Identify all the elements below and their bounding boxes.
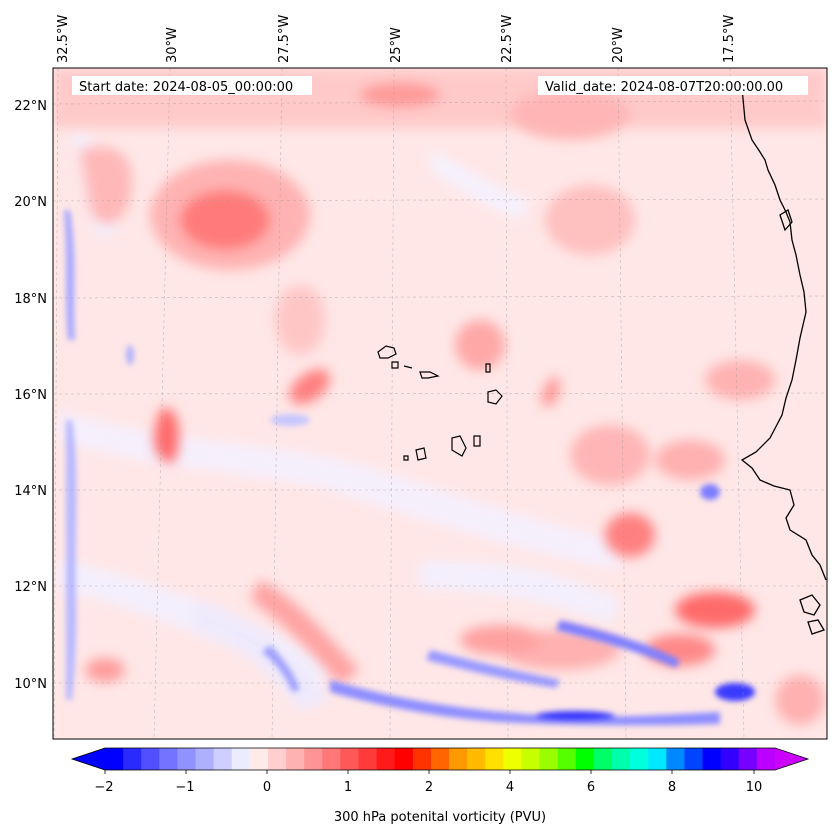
cb-tick-label: 8 (668, 780, 676, 795)
lon-label-30w: 30°W (165, 27, 180, 63)
colorbar-title: 300 hPa potenital vorticity (PVU) (334, 810, 546, 825)
colorbar-segment (702, 748, 722, 770)
lon-label-32-5w: 32.5°W (56, 15, 71, 63)
colorbar-segment (141, 748, 160, 770)
colorbar-segments (105, 748, 776, 770)
colorbar-segment (412, 748, 432, 770)
cape-verde-islands (377, 345, 503, 461)
colorbar-segment (105, 748, 124, 770)
colorbar-segment (322, 748, 341, 770)
colorbar-segment (249, 748, 269, 770)
pv-low-regions (60, 130, 620, 710)
colorbar-segment (358, 748, 378, 770)
colorbar-segment (159, 748, 178, 770)
colorbar-segment (340, 748, 360, 770)
colorbar-segment (557, 748, 577, 770)
colorbar-segment (720, 748, 740, 770)
lat-label-12n: 12°N (14, 580, 47, 595)
lat-label-14n: 14°N (14, 484, 47, 499)
colorbar-extend-low (72, 748, 105, 770)
colorbar-segment (394, 748, 414, 770)
colorbar-segment (593, 748, 613, 770)
colorbar-segment (575, 748, 595, 770)
colorbar-segment (123, 748, 142, 770)
map-frame (52, 67, 828, 740)
map-gridlines (53, 68, 827, 739)
colorbar-segment (684, 748, 704, 770)
lon-label-22-5w: 22.5°W (500, 15, 515, 63)
longitude-labels: 32.5°W 30°W 27.5°W 25°W 22.5°W 20°W 17.5… (56, 15, 737, 63)
start-date-text: Start date: 2024-08-05_00:00:00 (79, 80, 293, 95)
lon-label-17-5w: 17.5°W (722, 15, 737, 63)
cb-tick-label: 10 (746, 780, 763, 795)
lat-label-16n: 16°N (14, 388, 47, 403)
colorbar-segment (666, 748, 685, 770)
colorbar-extend-high (775, 748, 808, 770)
lat-label-22n: 22°N (14, 99, 47, 114)
colorbar: −2 −1 0 1 2 4 6 8 10 300 hPa potenital v… (70, 747, 810, 825)
colorbar-ticks (104, 770, 755, 774)
start-date-box (72, 76, 312, 95)
colorbar-segment (612, 748, 631, 770)
colorbar-segment (539, 748, 559, 770)
cb-tick-label: 4 (506, 780, 514, 795)
colorbar-segment (267, 748, 287, 770)
colorbar-segment (376, 748, 396, 770)
cb-tick-label: −2 (94, 780, 113, 795)
colorbar-segment (630, 748, 649, 770)
colorbar-segment (286, 748, 305, 770)
pv-negative-streaks (64, 210, 755, 726)
cb-tick-label: 1 (344, 780, 352, 795)
lat-label-20n: 20°N (14, 195, 47, 210)
latitude-labels: 22°N 20°N 18°N 16°N 14°N 12°N 10°N (14, 99, 47, 692)
cb-tick-label: 0 (263, 780, 271, 795)
colorbar-segment (756, 748, 776, 770)
lat-label-10n: 10°N (14, 677, 47, 692)
colorbar-segment (231, 748, 251, 770)
valid-date-box (538, 76, 808, 95)
colorbar-segment (449, 748, 468, 770)
colorbar-segment (213, 748, 233, 770)
lat-label-18n: 18°N (14, 292, 47, 307)
colorbar-tick-labels: −2 −1 0 1 2 4 6 8 10 (94, 780, 762, 795)
lon-label-27-5w: 27.5°W (277, 15, 292, 63)
lon-label-25w: 25°W (389, 27, 404, 63)
colorbar-segment (467, 748, 486, 770)
valid-date-text: Valid_date: 2024-08-07T20:00:00.00 (545, 80, 783, 95)
coastline (740, 87, 827, 635)
colorbar-segment (304, 748, 323, 770)
colorbar-segment (485, 748, 504, 770)
colorbar-segment (648, 748, 667, 770)
colorbar-segment (738, 748, 758, 770)
colorbar-segment (177, 748, 197, 770)
cb-tick-label: 2 (425, 780, 433, 795)
colorbar-segment (195, 748, 215, 770)
lon-label-20w: 20°W (611, 27, 626, 63)
cb-tick-label: −1 (175, 780, 194, 795)
colorbar-segment (521, 748, 541, 770)
colorbar-segment (503, 748, 522, 770)
cb-tick-label: 6 (587, 780, 595, 795)
colorbar-segment (430, 748, 450, 770)
map-panel (53, 68, 827, 739)
